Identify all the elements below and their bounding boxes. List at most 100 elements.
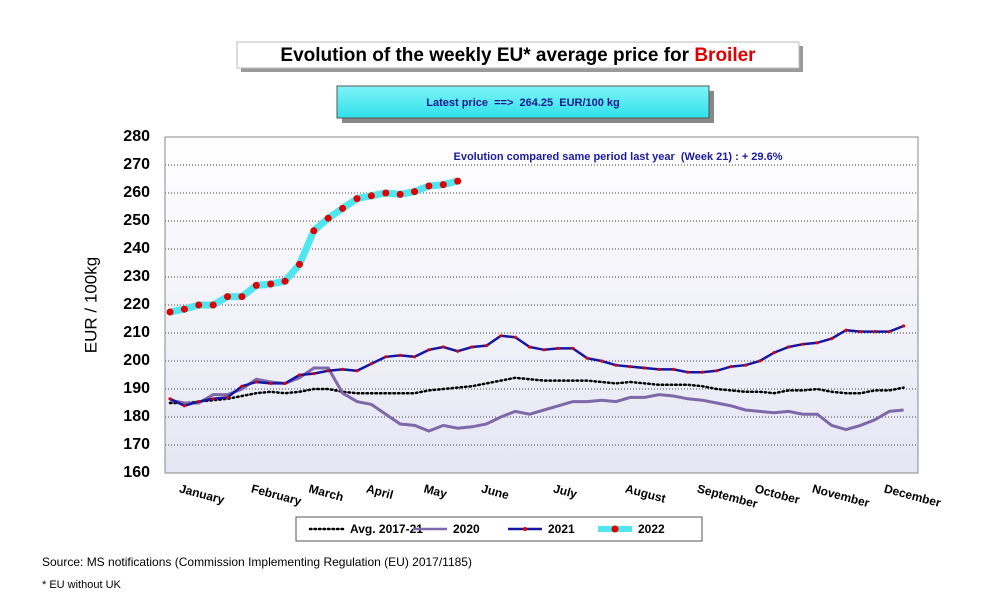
marker (758, 359, 762, 363)
marker (267, 280, 275, 288)
marker (310, 227, 318, 235)
marker (240, 384, 244, 388)
marker (657, 367, 661, 371)
y-tick-label: 280 (123, 128, 150, 145)
legend-label: 2022 (638, 522, 665, 536)
marker (439, 181, 447, 189)
marker (686, 370, 690, 374)
marker (729, 365, 733, 369)
y-tick-label: 250 (123, 212, 150, 229)
x-tick-label: August (624, 481, 668, 505)
marker (398, 353, 402, 357)
marker (238, 293, 246, 301)
marker (312, 372, 316, 376)
marker (815, 341, 819, 345)
legend-label: 2021 (548, 522, 575, 536)
marker (743, 363, 747, 367)
marker (355, 369, 359, 373)
marker (269, 381, 273, 385)
marker (671, 367, 676, 371)
marker (628, 365, 632, 369)
marker (456, 349, 460, 353)
y-tick-label: 230 (123, 268, 150, 285)
marker (367, 192, 375, 200)
marker (873, 330, 877, 334)
marker (425, 182, 433, 190)
legend-label: Avg. 2017-21 (350, 522, 423, 536)
y-tick-label: 220 (123, 296, 150, 313)
marker (454, 177, 462, 185)
plot-border (164, 136, 919, 474)
marker (715, 369, 719, 373)
y-tick-label: 270 (123, 156, 150, 173)
marker (396, 190, 404, 198)
marker (830, 337, 834, 341)
y-tick-label: 180 (123, 408, 150, 425)
marker (384, 355, 388, 359)
marker (180, 305, 188, 313)
legend-label: 2020 (453, 522, 480, 536)
marker (902, 324, 906, 328)
title-box (236, 41, 800, 69)
y-tick-label: 200 (123, 352, 150, 369)
marker (542, 348, 546, 352)
marker (182, 404, 186, 408)
marker (283, 381, 287, 385)
x-tick-label: February (250, 481, 304, 508)
marker (353, 195, 361, 203)
x-tick-label: June (480, 481, 511, 502)
marker (197, 400, 201, 404)
marker (470, 345, 474, 349)
y-tick-label: 160 (123, 464, 150, 481)
source: Source: MS notifications (Commission Imp… (42, 555, 472, 569)
x-tick-label: April (365, 481, 395, 502)
price-box (336, 85, 710, 119)
marker (556, 346, 560, 350)
title-highlight: Broiler (694, 45, 756, 66)
marker (801, 342, 805, 346)
annotation: Evolution compared same period last year… (453, 151, 782, 163)
marker (585, 356, 589, 360)
marker (412, 355, 417, 359)
legend-marker (611, 525, 619, 533)
marker (858, 330, 863, 334)
marker (252, 281, 260, 289)
marker (571, 346, 575, 350)
marker (382, 189, 390, 197)
marker (195, 301, 203, 309)
series-line (168, 376, 905, 405)
x-tick-label: May (422, 481, 448, 501)
x-tick-label: January (178, 481, 226, 507)
y-tick-label: 210 (123, 324, 150, 341)
x-tick-label: July (552, 481, 579, 501)
y-tick-label: 240 (123, 240, 150, 257)
x-tick-label: March (307, 481, 345, 504)
marker (326, 369, 330, 373)
footnote: * EU without UK (42, 579, 122, 591)
legend-marker (523, 527, 527, 531)
marker (324, 214, 332, 222)
marker (499, 334, 503, 338)
marker (168, 397, 172, 401)
marker (209, 301, 217, 309)
marker (887, 330, 891, 334)
marker (700, 370, 704, 374)
x-tick-label: November (811, 481, 872, 510)
marker (341, 367, 345, 371)
legend (295, 516, 703, 542)
latest-price: Latest price ==> 264.25 EUR/100 kg (426, 97, 620, 109)
marker (225, 395, 230, 399)
y-tick-label: 170 (123, 436, 150, 453)
marker (484, 344, 489, 348)
marker (295, 260, 303, 268)
title-text: Evolution of the weekly EU* average pric… (280, 45, 694, 66)
y-axis-label: EUR / 100kg (81, 257, 100, 353)
marker (786, 345, 791, 349)
marker (599, 359, 604, 363)
marker (528, 345, 532, 349)
x-tick-label: September (696, 481, 760, 511)
y-tick-label: 260 (123, 184, 150, 201)
marker (281, 277, 289, 285)
marker (643, 366, 647, 370)
